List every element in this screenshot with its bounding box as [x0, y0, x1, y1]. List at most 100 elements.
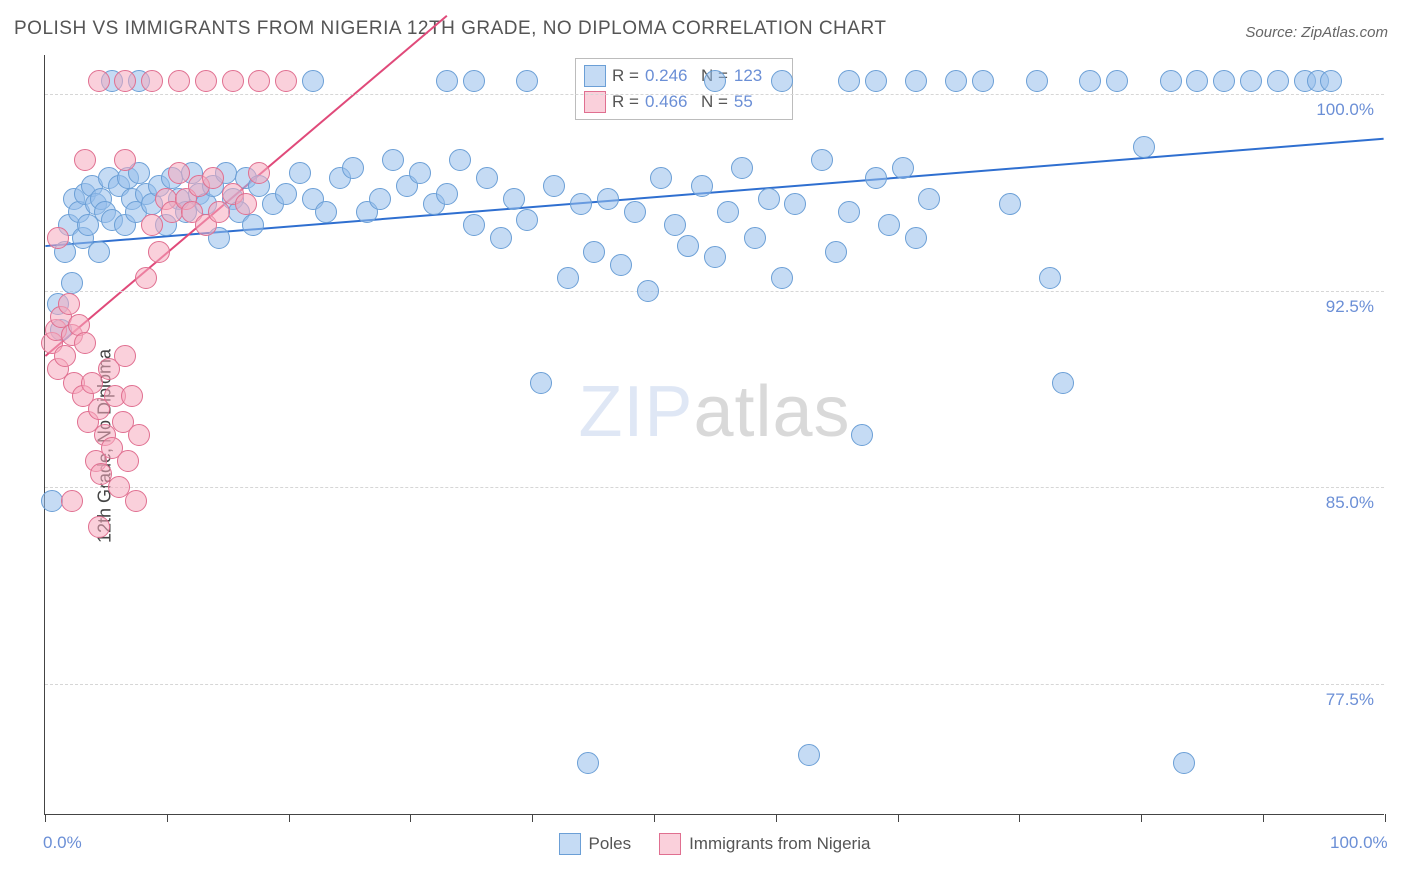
data-point: [664, 214, 686, 236]
data-point: [677, 235, 699, 257]
data-point: [1106, 70, 1128, 92]
data-point: [382, 149, 404, 171]
y-tick-label: 77.5%: [1326, 690, 1374, 710]
data-point: [637, 280, 659, 302]
data-point: [114, 70, 136, 92]
data-point: [114, 149, 136, 171]
data-point: [449, 149, 471, 171]
data-point: [121, 385, 143, 407]
data-point: [1213, 70, 1235, 92]
data-point: [771, 70, 793, 92]
data-point: [74, 149, 96, 171]
data-point: [972, 70, 994, 92]
source-link[interactable]: ZipAtlas.com: [1301, 24, 1388, 41]
series-legend: Poles Immigrants from Nigeria: [45, 833, 1384, 860]
data-point: [148, 241, 170, 263]
data-point: [784, 193, 806, 215]
x-tick: [776, 814, 777, 822]
data-point: [650, 167, 672, 189]
x-tick: [1385, 814, 1386, 822]
data-point: [543, 175, 565, 197]
data-point: [117, 450, 139, 472]
data-point: [811, 149, 833, 171]
y-tick-label: 85.0%: [1326, 493, 1374, 513]
watermark: ZIPatlas: [578, 371, 850, 453]
data-point: [1320, 70, 1342, 92]
data-point: [1160, 70, 1182, 92]
y-tick-label: 100.0%: [1316, 100, 1374, 120]
data-point: [892, 157, 914, 179]
data-point: [771, 267, 793, 289]
legend-r-label: R =: [612, 66, 639, 86]
data-point: [88, 516, 110, 538]
data-point: [1186, 70, 1208, 92]
data-point: [758, 188, 780, 210]
data-point: [945, 70, 967, 92]
data-point: [135, 267, 157, 289]
x-tick: [167, 814, 168, 822]
legend-row: R =0.466N =55: [584, 89, 784, 115]
legend-row: R =0.246N =123: [584, 63, 784, 89]
data-point: [141, 214, 163, 236]
legend-label: Poles: [589, 834, 632, 854]
x-tick: [45, 814, 46, 822]
gridline-h: [45, 94, 1384, 95]
data-point: [242, 214, 264, 236]
data-point: [865, 70, 887, 92]
data-point: [342, 157, 364, 179]
data-point: [838, 70, 860, 92]
data-point: [583, 241, 605, 263]
data-point: [315, 201, 337, 223]
data-point: [248, 162, 270, 184]
watermark-atlas: atlas: [693, 372, 850, 452]
data-point: [744, 227, 766, 249]
data-point: [1267, 70, 1289, 92]
data-point: [905, 70, 927, 92]
data-point: [865, 167, 887, 189]
data-point: [1052, 372, 1074, 394]
data-point: [463, 214, 485, 236]
data-point: [570, 193, 592, 215]
data-point: [235, 193, 257, 215]
x-tick: [410, 814, 411, 822]
data-point: [704, 246, 726, 268]
data-point: [717, 201, 739, 223]
data-point: [61, 272, 83, 294]
legend-item: Immigrants from Nigeria: [659, 833, 870, 855]
data-point: [905, 227, 927, 249]
data-point: [275, 70, 297, 92]
data-point: [74, 332, 96, 354]
data-point: [54, 345, 76, 367]
data-point: [248, 70, 270, 92]
data-point: [195, 70, 217, 92]
legend-r-value: 0.246: [645, 66, 695, 86]
data-point: [851, 424, 873, 446]
data-point: [409, 162, 431, 184]
data-point: [128, 424, 150, 446]
data-point: [878, 214, 900, 236]
x-tick: [898, 814, 899, 822]
data-point: [436, 183, 458, 205]
x-tick-label: 0.0%: [43, 833, 82, 853]
data-point: [1039, 267, 1061, 289]
data-point: [275, 183, 297, 205]
gridline-h: [45, 291, 1384, 292]
data-point: [1173, 752, 1195, 774]
data-point: [88, 241, 110, 263]
data-point: [1026, 70, 1048, 92]
data-point: [1079, 70, 1101, 92]
data-point: [208, 201, 230, 223]
data-point: [999, 193, 1021, 215]
data-point: [141, 70, 163, 92]
data-point: [825, 241, 847, 263]
y-tick-label: 92.5%: [1326, 297, 1374, 317]
x-tick: [289, 814, 290, 822]
data-point: [58, 293, 80, 315]
data-point: [597, 188, 619, 210]
data-point: [1240, 70, 1262, 92]
x-tick: [1141, 814, 1142, 822]
data-point: [369, 188, 391, 210]
legend-item: Poles: [559, 833, 632, 855]
data-point: [61, 490, 83, 512]
data-point: [125, 490, 147, 512]
